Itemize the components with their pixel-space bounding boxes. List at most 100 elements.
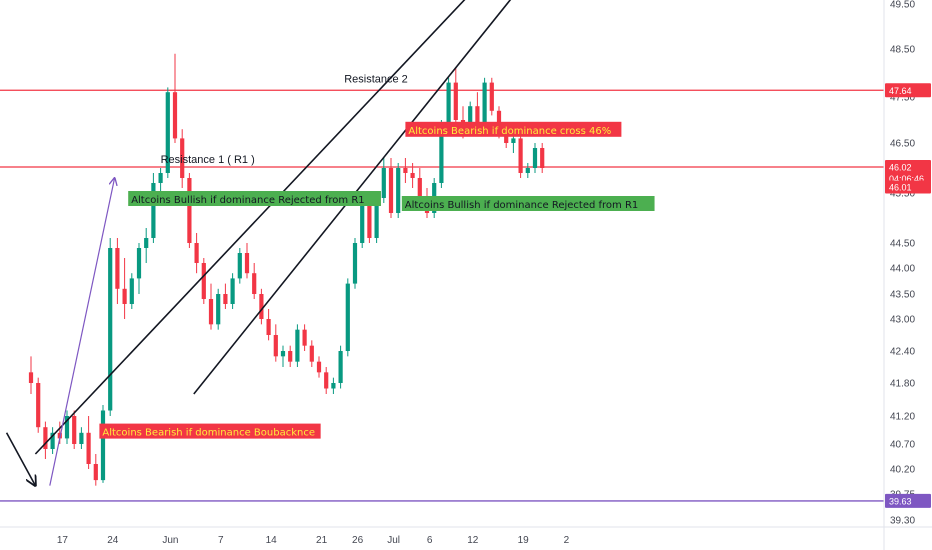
candle-body xyxy=(453,82,458,120)
y-tick-label: 41.80 xyxy=(890,379,915,390)
candle-body xyxy=(295,329,300,362)
candle-body xyxy=(108,248,113,411)
candle-body xyxy=(100,410,106,481)
current-price-tag: 46.02 xyxy=(889,163,912,173)
y-tick-label: 46.50 xyxy=(890,139,915,150)
annotation-text: Altcoins Bearish if dominance Boubacknce xyxy=(102,428,315,439)
annotations[interactable]: Altcoins Bullish if dominance Rejected f… xyxy=(99,121,655,439)
y-tick-label: 49.50 xyxy=(890,0,915,11)
candle-body xyxy=(338,351,343,383)
candle-body xyxy=(122,288,127,304)
candle-body xyxy=(93,464,98,481)
candle-body xyxy=(230,278,235,304)
countdown-tag: 04:06:46 xyxy=(889,174,924,184)
x-tick-label: 19 xyxy=(518,535,530,546)
resistance-label: Resistance 2 xyxy=(344,74,408,86)
candle-body xyxy=(302,329,307,346)
candle-body xyxy=(518,138,523,173)
candle-body xyxy=(446,82,451,125)
annotation-bg xyxy=(405,121,622,137)
candle-body xyxy=(475,106,480,125)
level-tag-r2: 47.64 xyxy=(889,86,912,96)
candle-body xyxy=(244,253,250,274)
candle-body xyxy=(115,248,120,289)
candle-body xyxy=(280,351,286,357)
candle-body xyxy=(489,82,494,111)
candle-body xyxy=(352,243,358,284)
annotation-box: Altcoins Bearish if dominance Boubacknce xyxy=(99,423,321,439)
candle-body xyxy=(410,173,415,178)
annotation-box: Altcoins Bullish if dominance Rejected f… xyxy=(401,196,655,211)
candle-body xyxy=(381,168,386,198)
candle-body xyxy=(158,173,163,183)
candlestick-series xyxy=(28,53,545,486)
annotation-text: Altcoins Bearish if dominance cross 46% xyxy=(408,126,611,137)
x-tick-label: 26 xyxy=(352,535,364,546)
x-tick-label: 24 xyxy=(107,535,119,546)
annotation-bg xyxy=(99,423,321,439)
x-tick-label: Jun xyxy=(162,535,178,546)
y-tick-label: 40.20 xyxy=(890,465,915,476)
current-price-tag-bg xyxy=(885,160,931,186)
candle-body xyxy=(439,124,444,183)
candle-body xyxy=(86,432,91,464)
candle-body xyxy=(388,168,394,213)
x-tick-label: 7 xyxy=(218,535,224,546)
y-tick-label: 43.00 xyxy=(890,315,915,326)
x-tick-label: 21 xyxy=(316,535,328,546)
level-tag-support-bg xyxy=(885,493,931,508)
x-tick-label: 17 xyxy=(57,535,69,546)
candle-body xyxy=(79,432,84,444)
candle-body xyxy=(309,345,314,362)
candle-body xyxy=(360,203,365,243)
y-tick-label: 40.70 xyxy=(890,440,915,451)
time-axis[interactable]: 17 24 Jun 7 14 21 26 Jul 6 12 19 2 xyxy=(0,526,932,546)
y-tick-label: 47.50 xyxy=(890,93,915,104)
candle-body xyxy=(540,148,545,168)
candle-body xyxy=(50,432,55,449)
y-tick-label: 48.50 xyxy=(890,45,915,56)
candle-body xyxy=(136,248,142,279)
y-tick-label: 42.40 xyxy=(890,347,915,358)
trend-line xyxy=(34,0,466,455)
candle-body xyxy=(28,372,34,383)
candle-body xyxy=(504,133,509,143)
secondary-tag-bg xyxy=(885,180,931,194)
candle-body xyxy=(374,198,379,238)
candle-body xyxy=(468,106,473,130)
candle-body xyxy=(64,416,70,439)
candle-body xyxy=(43,427,48,449)
price-axis[interactable]: 49.50 48.50 47.50 46.50 45.50 44.50 44.00 43.50… xyxy=(883,0,932,550)
annotation-text: Altcoins Bullish if dominance Rejected f… xyxy=(405,200,638,211)
candle-body xyxy=(129,278,134,304)
secondary-level-tag: 46.01 xyxy=(889,183,912,193)
candle-body xyxy=(525,168,530,173)
candle-body xyxy=(511,138,516,143)
candle-body xyxy=(72,416,77,444)
candle-body xyxy=(165,92,170,173)
candle-body xyxy=(223,294,228,304)
candle-body xyxy=(36,383,41,428)
line-labels: Resistance 1 ( R1 ) Resistance 2 xyxy=(161,74,408,166)
candle-body xyxy=(237,253,242,279)
candle-body xyxy=(273,335,278,357)
candle-body xyxy=(316,361,322,373)
candle-body xyxy=(144,238,149,248)
y-tick-label: 43.50 xyxy=(890,290,915,301)
annotation-text: Altcoins Bullish if dominance Rejected f… xyxy=(131,195,364,206)
candle-body xyxy=(151,183,156,238)
candle-body xyxy=(367,203,372,238)
trend-line xyxy=(5,432,36,486)
candle-body xyxy=(187,178,192,243)
candle-body xyxy=(172,92,178,139)
candle-body xyxy=(266,319,271,335)
candle-body xyxy=(324,372,329,389)
trend-lines[interactable] xyxy=(5,0,525,486)
candle-body xyxy=(194,243,199,263)
candle-body xyxy=(331,383,336,389)
y-tick-label: 45.50 xyxy=(890,189,915,200)
candle-body xyxy=(532,148,538,168)
y-tick-label: 39.30 xyxy=(890,516,915,527)
trend-line xyxy=(193,0,512,395)
